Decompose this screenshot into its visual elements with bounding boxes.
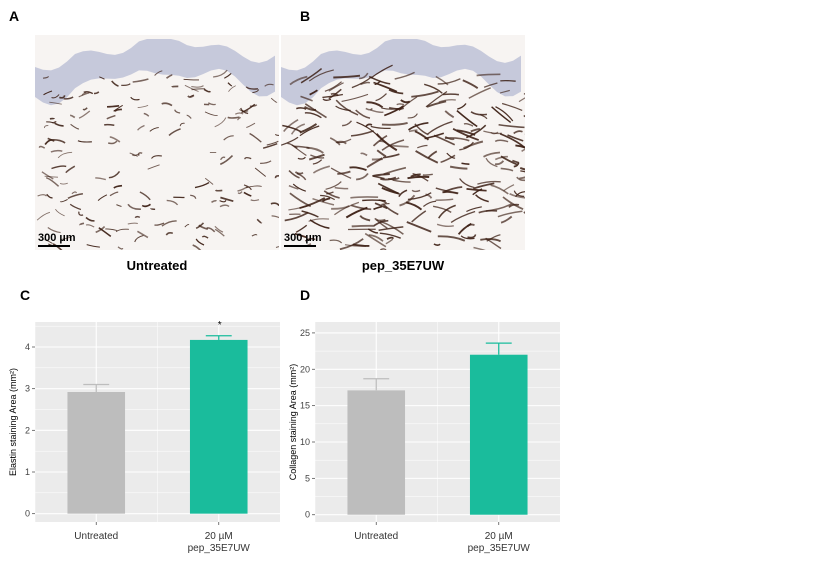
panel-label-a: A xyxy=(9,8,19,24)
fiber xyxy=(228,117,240,118)
bar-0 xyxy=(347,390,405,514)
y-tick-label: 25 xyxy=(300,328,310,338)
x-tick-label: Untreated xyxy=(74,531,118,542)
caption-untreated: Untreated xyxy=(35,258,279,273)
fiber xyxy=(216,190,223,191)
x-tick-label: 20 µM xyxy=(485,531,513,542)
micrograph-a-image xyxy=(35,35,279,250)
bar-0 xyxy=(67,392,125,514)
fiber xyxy=(397,104,404,105)
x-tick-label: pep_35E7UW xyxy=(468,543,531,554)
scale-bar-b xyxy=(284,245,316,247)
y-tick-label: 0 xyxy=(25,509,30,519)
y-axis-label: Collagen staining Area (mm²) xyxy=(288,364,298,481)
fiber xyxy=(352,226,375,227)
y-tick-label: 5 xyxy=(305,473,310,483)
y-tick-label: 1 xyxy=(25,467,30,477)
fiber xyxy=(104,125,114,126)
fiber xyxy=(443,94,459,95)
y-tick-label: 15 xyxy=(300,401,310,411)
fiber xyxy=(350,197,378,198)
micrograph-untreated xyxy=(35,35,279,250)
panel-label-b: B xyxy=(300,8,310,24)
micrograph-treated xyxy=(281,35,525,250)
x-tick-label: Untreated xyxy=(354,531,398,542)
y-axis-label: Elastin staining Area (mm²) xyxy=(8,368,18,476)
y-tick-label: 20 xyxy=(300,364,310,374)
micrograph-b-image xyxy=(281,35,525,250)
fiber xyxy=(500,81,515,82)
y-tick-label: 0 xyxy=(305,510,310,520)
fiber xyxy=(50,119,54,120)
fiber xyxy=(362,200,386,201)
y-tick-label: 3 xyxy=(25,384,30,394)
y-tick-label: 4 xyxy=(25,342,30,352)
fiber xyxy=(172,86,178,87)
scale-label-b: 300 µm xyxy=(284,232,322,244)
scale-label-a: 300 µm xyxy=(38,232,76,244)
bar-1 xyxy=(470,355,528,515)
fiber xyxy=(423,174,433,175)
significance-marker: * xyxy=(218,320,222,331)
y-tick-label: 2 xyxy=(25,425,30,435)
x-tick-label: pep_35E7UW xyxy=(188,543,251,554)
y-tick-label: 10 xyxy=(300,437,310,447)
x-tick-label: 20 µM xyxy=(205,531,233,542)
scale-bar-a xyxy=(38,245,70,247)
fiber xyxy=(462,163,470,164)
caption-treated: pep_35E7UW xyxy=(281,258,525,273)
bar-1 xyxy=(190,340,248,514)
